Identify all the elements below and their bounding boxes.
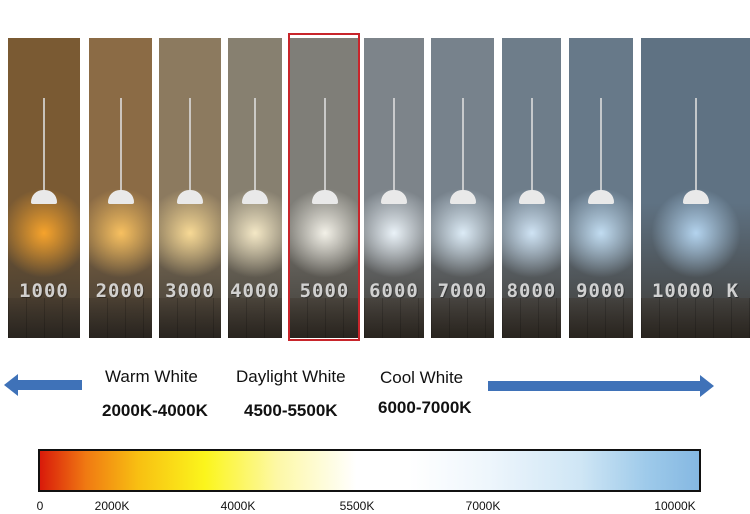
scale-tick-5500k: 5500K — [339, 499, 375, 513]
panel-temperature-label: 6000 — [369, 280, 419, 302]
scale-tick-10000k: 10000K — [654, 499, 696, 513]
daylight-white-label: Daylight White — [236, 367, 346, 386]
highlight-frame-5000 — [288, 33, 360, 341]
pendant-lamp-icon — [107, 190, 134, 204]
lamp-panel: 5000 — [289, 38, 360, 338]
lamp-panel: 3000 — [159, 38, 221, 338]
cool-white-range: 6000-7000K — [378, 398, 472, 417]
scale-tick-4000k: 4000K — [220, 499, 256, 513]
lamp-panel: 10000 K — [641, 38, 750, 338]
panel-temperature-label: 5000 — [299, 280, 350, 302]
daylight-white-range: 4500-5500K — [244, 401, 338, 420]
warm-white-label: Warm White — [105, 367, 198, 386]
panel-temperature-label: 7000 — [437, 280, 488, 302]
pendant-lamp-icon — [588, 190, 614, 204]
lamp-panel: 6000 — [364, 38, 424, 338]
pendant-lamp-icon — [449, 190, 476, 204]
panel-temperature-label: 8000 — [506, 280, 557, 302]
lamp-panel: 1000 — [8, 38, 80, 338]
color-temperature-gradient-bar — [38, 449, 701, 492]
lamp-panel: 8000 — [502, 38, 561, 338]
pendant-lamp-icon — [682, 190, 709, 204]
pendant-lamp-icon — [242, 190, 268, 204]
panel-temperature-label: 1000 — [19, 280, 69, 302]
pendant-lamp-icon — [311, 190, 338, 204]
panel-temperature-label: 3000 — [165, 280, 215, 302]
panel-temperature-label: 10000 K — [651, 280, 740, 302]
panel-temperature-label: 4000 — [230, 280, 280, 302]
lamp-panel: 2000 — [89, 38, 152, 338]
panel-temperature-label: 9000 — [576, 280, 626, 302]
pendant-lamp-icon — [31, 190, 57, 204]
scale-tick-0: 0 — [36, 499, 44, 513]
lamp-panel: 7000 — [431, 38, 494, 338]
right-arrow-icon — [488, 375, 714, 397]
cool-white-label: Cool White — [380, 368, 464, 387]
pendant-lamp-icon — [381, 190, 407, 204]
scale-tick-7000k: 7000K — [465, 499, 501, 513]
lamp-panel: 4000 — [228, 38, 282, 338]
scale-tick-2000k: 2000K — [94, 499, 130, 513]
pendant-lamp-icon — [177, 190, 203, 204]
warm-white-range: 2000K-4000K — [102, 401, 208, 420]
left-arrow-icon — [4, 374, 82, 396]
pendant-lamp-icon — [518, 190, 545, 204]
color-temperature-panels: 1000 2000 3000 4000 5000 6000 7000 8000 9000 1000… — [8, 38, 750, 338]
lamp-panel: 9000 — [569, 38, 633, 338]
panel-temperature-label: 2000 — [95, 280, 146, 302]
